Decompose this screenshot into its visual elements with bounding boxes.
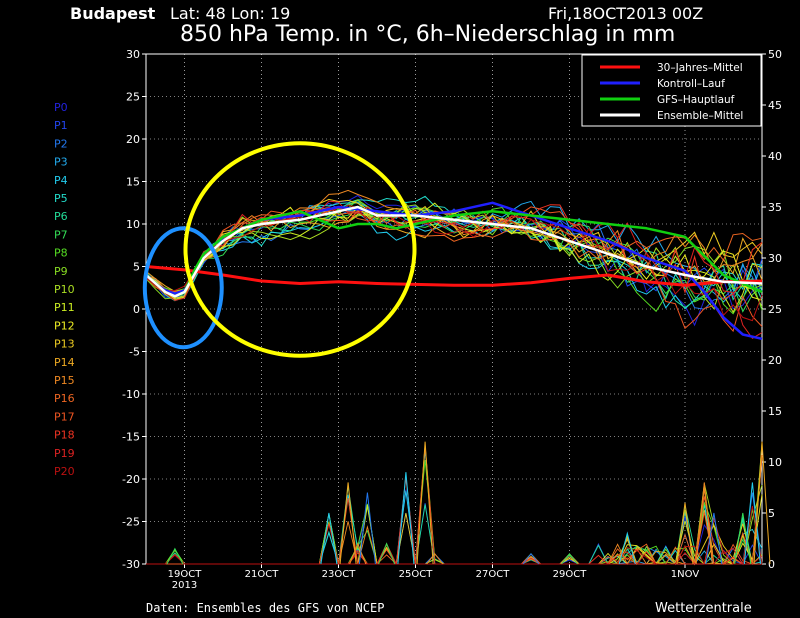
precip-peak (734, 512, 752, 565)
precip-peak (561, 552, 578, 565)
chart-title: 850 hPa Temp. in °C, 6h–Niederschlag in … (180, 22, 675, 47)
run-label: Fri,18OCT2013 00Z (548, 4, 703, 23)
member-label: P20 (54, 465, 75, 478)
member-label: P1 (54, 119, 68, 132)
x-tick-label: 21OCT (245, 569, 280, 580)
left-tick-label: 30 (126, 48, 140, 61)
member-labels: P0 P1 P2 P3 P4 P5 P6 P7 P8 P9 P10 P11 P12 P13 P14 P15 P1… (54, 101, 75, 478)
precip-peak (618, 531, 636, 565)
right-tick-label: 15 (768, 405, 782, 418)
x-tick-label: 23OCT (322, 569, 357, 580)
left-tick-label: 5 (133, 261, 140, 274)
precip-peak (705, 512, 723, 565)
left-tick-label: -5 (129, 346, 140, 359)
member-label: P19 (54, 447, 75, 460)
left-tick-label: -20 (122, 473, 140, 486)
right-tick-label: 20 (768, 354, 782, 367)
left-tick-label: 0 (133, 303, 140, 316)
legend: 30–Jahres–Mittel Kontroll–Lauf GFS–Hauptla… (581, 54, 762, 127)
x-tick-sublabel: 2013 (172, 580, 197, 591)
member-label: P12 (54, 319, 75, 332)
location-label: Budapest (70, 4, 156, 23)
x-tick-label: 19OCT (168, 569, 203, 580)
member-label: P2 (54, 137, 68, 150)
precip-peak (166, 547, 184, 565)
left-tick-label: 10 (126, 218, 140, 231)
member-label: P3 (54, 156, 68, 169)
x-tick-label: 25OCT (399, 569, 434, 580)
member-label: P14 (54, 356, 75, 369)
left-tick-label: -25 (122, 516, 140, 529)
precip-spikes (146, 441, 771, 566)
member-label: P0 (54, 101, 68, 114)
precip-peak (349, 542, 367, 565)
member-line (145, 202, 763, 314)
left-tick-label: 15 (126, 176, 140, 189)
member-label: P16 (54, 392, 75, 405)
left-tick-label: -30 (122, 558, 140, 571)
series-line (145, 265, 763, 287)
precip-peak (378, 542, 396, 565)
member-label: P9 (54, 265, 68, 278)
right-tick-label: 10 (768, 456, 782, 469)
precip-peak (416, 441, 434, 565)
member-label: P6 (54, 210, 68, 223)
left-tick-label: -10 (122, 388, 140, 401)
blue-circle (142, 226, 224, 350)
yellow-circle (183, 141, 417, 358)
right-tick-label: 45 (768, 99, 782, 112)
right-tick-label: 25 (768, 303, 782, 316)
member-label: P5 (54, 192, 68, 205)
right-tick-label: 35 (768, 201, 782, 214)
source-label: Daten: Ensembles des GFS von NCEP (146, 601, 384, 615)
precip-peak (753, 441, 771, 565)
precip-peak (358, 492, 376, 565)
precip-peak (676, 502, 694, 565)
precip-peak (339, 482, 357, 565)
left-tick-label: 20 (126, 133, 140, 146)
x-tick-label: 27OCT (476, 569, 511, 580)
member-precip-line (146, 505, 763, 565)
member-line (145, 189, 763, 296)
right-tick-label: 0 (768, 558, 775, 571)
right-tick-label: 30 (768, 252, 782, 265)
precip-peak (743, 482, 761, 565)
left-tick-label: -15 (122, 431, 140, 444)
member-label: P8 (54, 247, 68, 260)
member-label: P7 (54, 228, 68, 241)
precip-peak (397, 472, 415, 565)
brand-label: Wetterzentrale (655, 601, 752, 616)
precip-peak (522, 552, 540, 565)
x-tick-label: 1NOV (671, 569, 700, 580)
right-tick-label: 40 (768, 150, 782, 163)
annotations (142, 141, 417, 358)
left-axis: 30 25 20 15 10 5 0 -5 -10 -15 -20 -25 -30 (122, 48, 146, 571)
right-tick-label: 5 (768, 507, 775, 520)
right-tick-label: 50 (768, 48, 782, 61)
member-label: P17 (54, 410, 75, 423)
main-series (145, 201, 763, 341)
member-label: P13 (54, 338, 75, 351)
member-label: P15 (54, 374, 75, 387)
legend-label: GFS–Hauptlauf (657, 94, 735, 106)
member-label: P11 (54, 301, 75, 314)
series-line (145, 205, 763, 298)
member-label: P18 (54, 429, 75, 442)
legend-label: 30–Jahres–Mittel (657, 62, 743, 74)
precip-peak (695, 482, 713, 565)
member-label: P10 (54, 283, 75, 296)
member-line (145, 204, 763, 322)
x-tick-label: 29OCT (553, 569, 588, 580)
precip-peak (320, 512, 338, 565)
precip-peak (426, 552, 444, 565)
legend-label: Kontroll–Lauf (657, 78, 725, 90)
member-label: P4 (54, 174, 68, 187)
left-tick-label: 25 (126, 91, 140, 104)
lat-lon-label: Lat: 48 Lon: 19 (170, 4, 290, 23)
legend-label: Ensemble–Mittel (657, 110, 743, 122)
